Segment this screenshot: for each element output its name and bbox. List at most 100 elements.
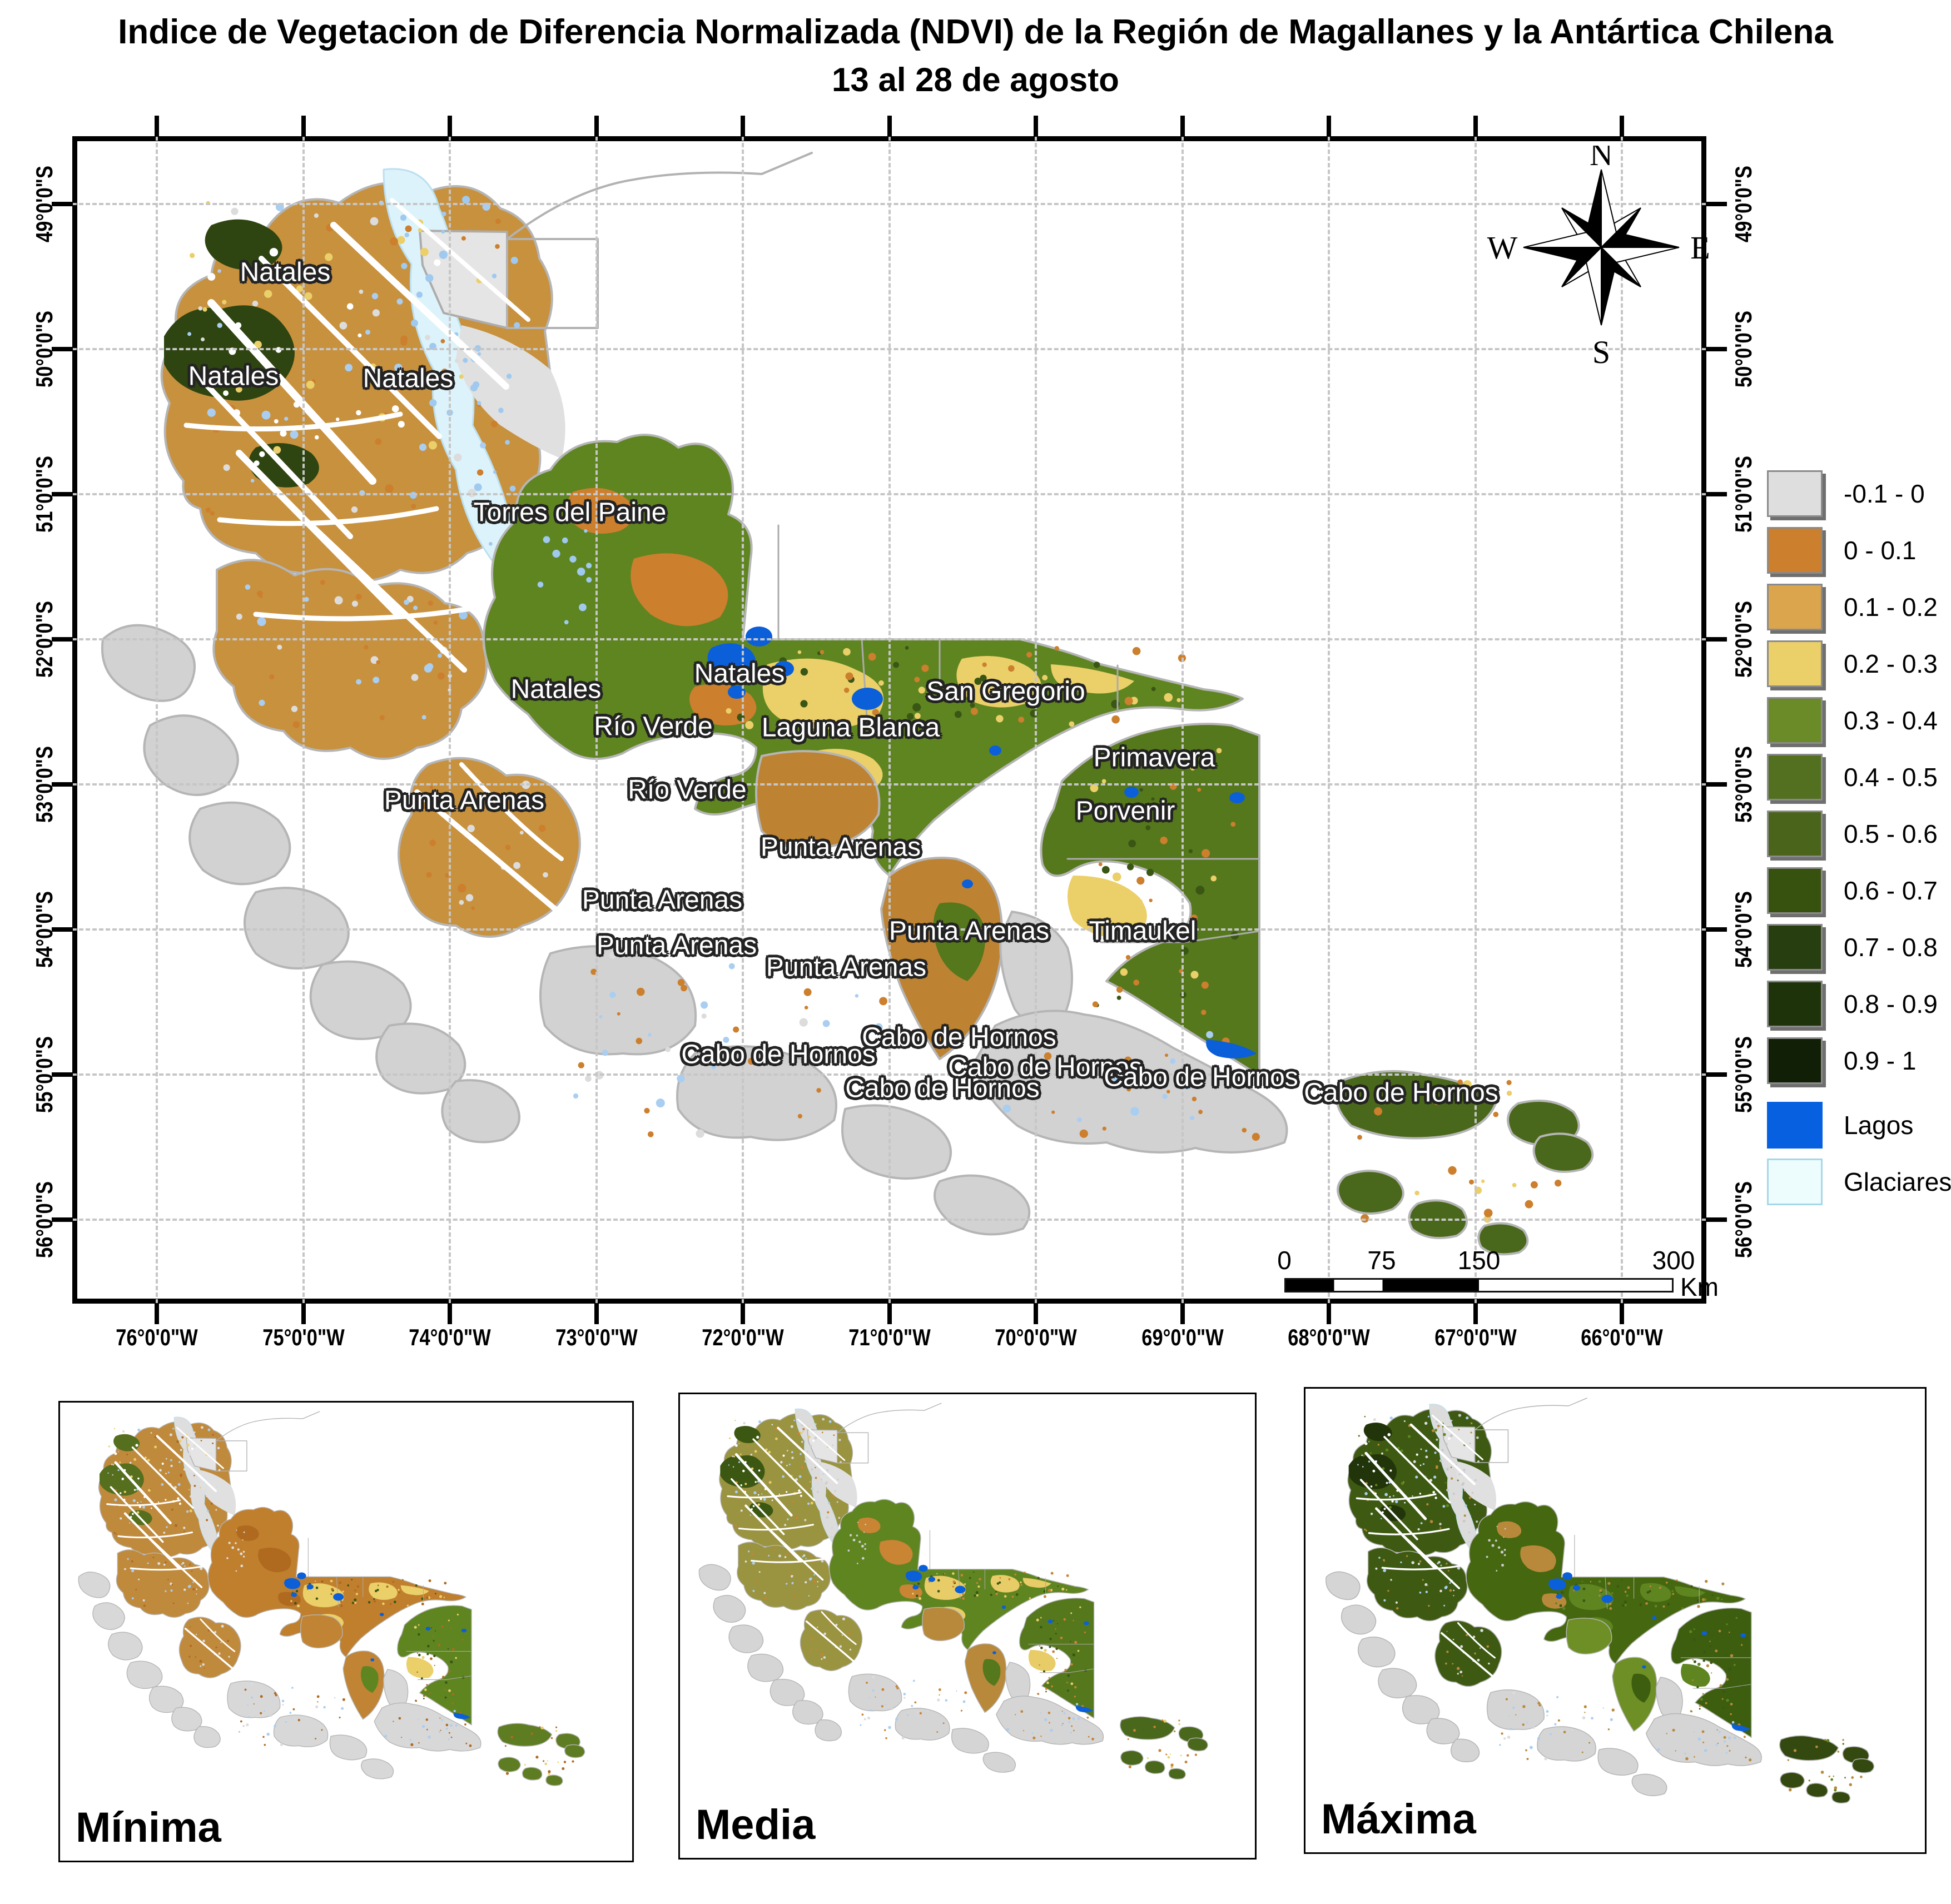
tick-right (1706, 637, 1727, 642)
legend-swatch (1767, 1102, 1823, 1149)
map-title-line2: 13 al 28 de agosto (832, 61, 1119, 98)
latitude-label-right: 52°0'0"S (1730, 601, 1756, 678)
legend-label: 0.3 - 0.4 (1844, 706, 1938, 735)
tick-bottom (301, 1303, 306, 1324)
tick-left (52, 202, 73, 206)
legend-swatch (1767, 584, 1823, 630)
legend-row: -0.1 - 0 (1767, 470, 1951, 517)
longitude-label: 74°0'0"W (409, 1324, 491, 1350)
map-canvas (72, 136, 1706, 1304)
latitude-label-left: 55°0'0"S (31, 1036, 57, 1113)
legend-label: 0.9 - 1 (1844, 1046, 1917, 1075)
legend-row: 0.2 - 0.3 (1767, 640, 1951, 687)
legend-swatch (1767, 640, 1823, 687)
latitude-label-left: 51°0'0"S (31, 456, 57, 533)
latitude-label-right: 53°0'0"S (1730, 746, 1756, 823)
latitude-label-left: 50°0'0"S (31, 311, 57, 387)
tick-bottom (448, 1303, 452, 1324)
tick-bottom (1473, 1303, 1478, 1324)
legend-row: 0.4 - 0.5 (1767, 754, 1951, 801)
legend-swatch (1767, 1159, 1823, 1205)
legend-swatch (1767, 754, 1823, 801)
tick-right (1706, 927, 1727, 932)
legend-swatch (1767, 470, 1823, 517)
legend-swatch (1767, 867, 1823, 914)
tick-right (1706, 492, 1727, 496)
legend-row: 0.8 - 0.9 (1767, 981, 1951, 1027)
latitude-label-right: 49°0'0"S (1730, 166, 1756, 242)
tick-top (1327, 116, 1331, 137)
legend-row: 0.7 - 0.8 (1767, 924, 1951, 971)
legend-row: 0.1 - 0.2 (1767, 584, 1951, 630)
tick-right (1706, 1217, 1727, 1222)
latitude-label-left: 49°0'0"S (31, 166, 57, 242)
tick-left (52, 637, 73, 642)
tick-left (52, 492, 73, 496)
inset-maxima: Máxima (1304, 1387, 1927, 1854)
inset-media: Media (678, 1393, 1257, 1860)
latitude-label-right: 55°0'0"S (1730, 1036, 1756, 1113)
tick-left (52, 1217, 73, 1222)
legend-swatch (1767, 1037, 1823, 1084)
longitude-label: 68°0'0"W (1288, 1324, 1370, 1350)
legend-label: 0.7 - 0.8 (1844, 933, 1938, 962)
tick-bottom (1620, 1303, 1624, 1324)
tick-top (1034, 116, 1038, 137)
tick-left (52, 782, 73, 787)
longitude-label: 69°0'0"W (1141, 1324, 1224, 1350)
legend-label: 0.4 - 0.5 (1844, 763, 1938, 792)
tick-top (1620, 116, 1624, 137)
longitude-label: 72°0'0"W (702, 1324, 784, 1350)
longitude-label: 76°0'0"W (116, 1324, 198, 1350)
legend-swatch (1767, 981, 1823, 1027)
latitude-label-left: 52°0'0"S (31, 601, 57, 678)
tick-bottom (594, 1303, 599, 1324)
legend-label: 0.5 - 0.6 (1844, 819, 1938, 848)
legend-label: 0.6 - 0.7 (1844, 876, 1938, 905)
latitude-label-left: 54°0'0"S (31, 891, 57, 968)
legend-swatch (1767, 527, 1823, 574)
legend-row: 0.9 - 1 (1767, 1037, 1951, 1084)
tick-left (52, 927, 73, 932)
inset-media-label: Media (696, 1801, 816, 1848)
tick-top (1473, 116, 1478, 137)
longitude-label: 75°0'0"W (262, 1324, 345, 1350)
tick-bottom (741, 1303, 745, 1324)
legend-swatch (1767, 811, 1823, 857)
legend-swatch (1767, 697, 1823, 744)
tick-top (301, 116, 306, 137)
longitude-label: 73°0'0"W (555, 1324, 638, 1350)
tick-bottom (1034, 1303, 1038, 1324)
tick-top (594, 116, 599, 137)
tick-right (1706, 202, 1727, 206)
legend-label: 0.2 - 0.3 (1844, 649, 1938, 678)
latitude-label-right: 54°0'0"S (1730, 891, 1756, 968)
latitude-label-right: 56°0'0"S (1730, 1181, 1756, 1258)
legend-label: 0.1 - 0.2 (1844, 593, 1938, 622)
legend-label: Glaciares (1844, 1167, 1951, 1196)
tick-top (1180, 116, 1185, 137)
legend-row: Glaciares (1767, 1159, 1951, 1205)
legend: -0.1 - 0 0 - 0.1 0.1 - 0.2 0.2 - 0.3 0.3… (1767, 470, 1951, 1215)
tick-top (741, 116, 745, 137)
legend-label: 0.8 - 0.9 (1844, 990, 1938, 1018)
legend-label: -0.1 - 0 (1844, 479, 1925, 508)
tick-bottom (887, 1303, 892, 1324)
longitude-label: 70°0'0"W (995, 1324, 1077, 1350)
longitude-label: 71°0'0"W (848, 1324, 931, 1350)
legend-row: 0.5 - 0.6 (1767, 811, 1951, 857)
legend-swatch (1767, 924, 1823, 971)
tick-top (887, 116, 892, 137)
page-title: Indice de Vegetacion de Diferencia Norma… (0, 12, 1951, 99)
map-title-line1: Indice de Vegetacion de Diferencia Norma… (118, 13, 1833, 51)
inset-maxima-label: Máxima (1321, 1796, 1476, 1843)
tick-top (448, 116, 452, 137)
legend-row: Lagos (1767, 1102, 1951, 1149)
legend-row: 0.3 - 0.4 (1767, 697, 1951, 744)
latitude-label-right: 50°0'0"S (1730, 311, 1756, 387)
legend-row: 0 - 0.1 (1767, 527, 1951, 574)
tick-bottom (155, 1303, 159, 1324)
latitude-label-left: 56°0'0"S (31, 1181, 57, 1258)
tick-right (1706, 347, 1727, 351)
tick-right (1706, 1072, 1727, 1077)
